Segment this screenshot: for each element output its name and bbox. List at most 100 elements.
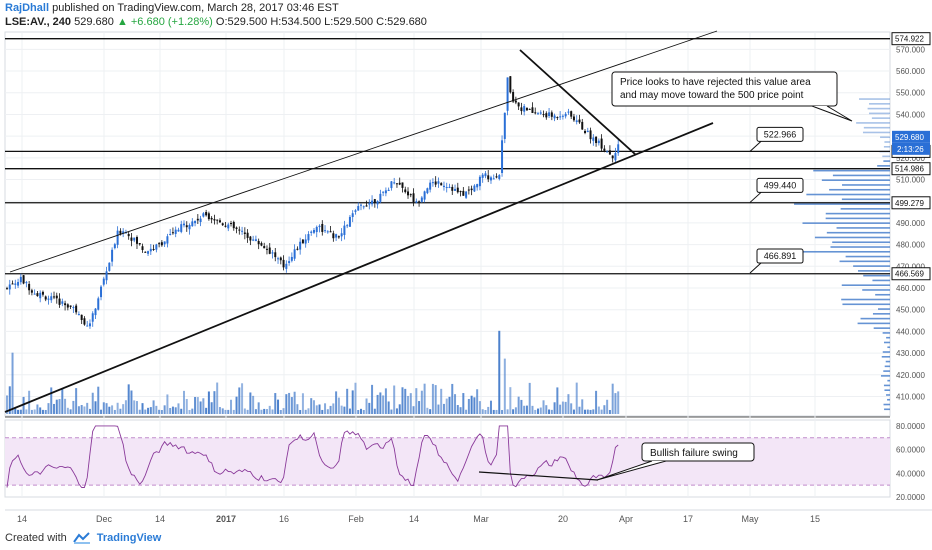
candle-body bbox=[238, 229, 241, 231]
volume-bar bbox=[481, 409, 484, 414]
volume-bar bbox=[603, 405, 606, 414]
price-tick-label: 470.000 bbox=[896, 262, 925, 271]
volume-bar bbox=[55, 399, 58, 414]
volume-bar bbox=[351, 390, 354, 414]
volume-bar bbox=[301, 393, 304, 414]
candle-body bbox=[487, 175, 490, 180]
profile-bar bbox=[877, 308, 890, 310]
price-axis-tag bbox=[891, 162, 931, 176]
volume-bar bbox=[592, 409, 595, 414]
candle-body bbox=[290, 256, 293, 261]
volume-bar bbox=[213, 391, 216, 414]
volume-bar bbox=[221, 408, 224, 414]
candle-body bbox=[282, 259, 285, 268]
candle-body bbox=[501, 140, 504, 173]
volume-bar bbox=[384, 388, 387, 414]
candle-body bbox=[14, 283, 17, 285]
candle-body bbox=[196, 218, 199, 221]
candle-body bbox=[177, 229, 180, 232]
volume-bar bbox=[268, 405, 271, 414]
candle-body bbox=[343, 225, 346, 235]
candle-body bbox=[429, 182, 432, 190]
profile-bar bbox=[867, 107, 890, 110]
candle-body bbox=[517, 102, 520, 107]
volume-bar bbox=[528, 382, 531, 414]
volume-bar bbox=[102, 402, 105, 414]
volume-bar bbox=[124, 400, 127, 414]
last-price: 529.680 bbox=[74, 16, 114, 28]
time-tick-label: 14 bbox=[17, 514, 27, 524]
candle-body bbox=[454, 188, 457, 191]
profile-bar bbox=[875, 293, 890, 296]
time-axis: 14 Dec 14 2017 16 Feb 14 Mar 20 Apr 17 May 15 bbox=[5, 509, 932, 524]
volume-bar bbox=[423, 383, 426, 414]
candle-body bbox=[205, 212, 208, 216]
price-tick-label: 410.000 bbox=[896, 392, 925, 401]
tradingview-brand[interactable]: TradingView bbox=[96, 532, 162, 544]
volume-bar bbox=[581, 399, 584, 414]
candle-body bbox=[465, 191, 468, 198]
candle-body bbox=[183, 223, 185, 226]
candle-body bbox=[83, 318, 86, 325]
candle-body bbox=[271, 252, 274, 254]
candle-body bbox=[584, 130, 587, 133]
volume-bar bbox=[116, 402, 119, 414]
volume-bar bbox=[127, 384, 130, 414]
volume-bar bbox=[141, 403, 144, 414]
volume-bar bbox=[232, 409, 235, 414]
volume-bar bbox=[395, 408, 398, 414]
candle-body bbox=[55, 295, 58, 299]
author-name[interactable]: RajDhall bbox=[5, 2, 50, 14]
profile-bar bbox=[886, 336, 890, 339]
candle-body bbox=[384, 190, 387, 194]
candle-body bbox=[462, 190, 465, 196]
price-tick-label: 460.000 bbox=[896, 284, 925, 293]
candle-body bbox=[589, 130, 592, 140]
volume-bar bbox=[72, 400, 75, 414]
price-tick-label: 450.000 bbox=[896, 306, 925, 315]
price-change: ▲ +6.680 (+1.28%) bbox=[116, 16, 213, 28]
candle-body bbox=[415, 201, 418, 203]
volume-bar bbox=[362, 409, 365, 414]
level-callout-label: 522.966 bbox=[764, 129, 797, 139]
volume-bar bbox=[296, 404, 299, 414]
candle-body bbox=[564, 113, 567, 117]
candle-body bbox=[69, 305, 72, 307]
candle-body bbox=[296, 248, 299, 250]
volume-bar bbox=[503, 358, 506, 414]
volume-bar bbox=[484, 409, 487, 414]
volume-bar bbox=[335, 391, 338, 414]
candle-body bbox=[520, 107, 523, 112]
volume-bar bbox=[243, 408, 246, 414]
time-tick-label: Dec bbox=[96, 514, 113, 524]
candle-body bbox=[216, 219, 219, 221]
volume-bar bbox=[553, 402, 556, 414]
volume-bar bbox=[100, 409, 103, 414]
candle-body bbox=[111, 249, 114, 262]
candle-body bbox=[8, 284, 11, 290]
candle-body bbox=[36, 293, 39, 297]
candle-body bbox=[41, 291, 44, 295]
symbol-label[interactable]: LSE:AV., 240 bbox=[5, 16, 72, 28]
volume-bar bbox=[171, 406, 174, 414]
candle-body bbox=[556, 117, 559, 119]
candle-body bbox=[163, 241, 166, 245]
volume-bar bbox=[147, 407, 150, 414]
volume-bar bbox=[442, 403, 445, 414]
profile-bar bbox=[887, 346, 890, 349]
candle-body bbox=[321, 223, 324, 232]
profile-bar bbox=[841, 198, 890, 201]
annotations: 522.966 499.440 466.891 Price looks to have… bbox=[596, 71, 853, 481]
profile-bar bbox=[862, 131, 890, 134]
volume-bar bbox=[210, 402, 213, 414]
level-callout-box bbox=[756, 126, 804, 142]
candle-body bbox=[257, 240, 260, 245]
volume-bar bbox=[310, 398, 313, 414]
high-value: H:534.500 bbox=[270, 16, 322, 28]
volume-bar bbox=[470, 395, 473, 414]
symbol-line: LSE:AV., 240 529.680 ▲ +6.680 (+1.28%) O… bbox=[5, 16, 427, 28]
candle-body bbox=[102, 278, 105, 285]
candle-body bbox=[218, 220, 221, 223]
candle-body bbox=[484, 173, 487, 177]
